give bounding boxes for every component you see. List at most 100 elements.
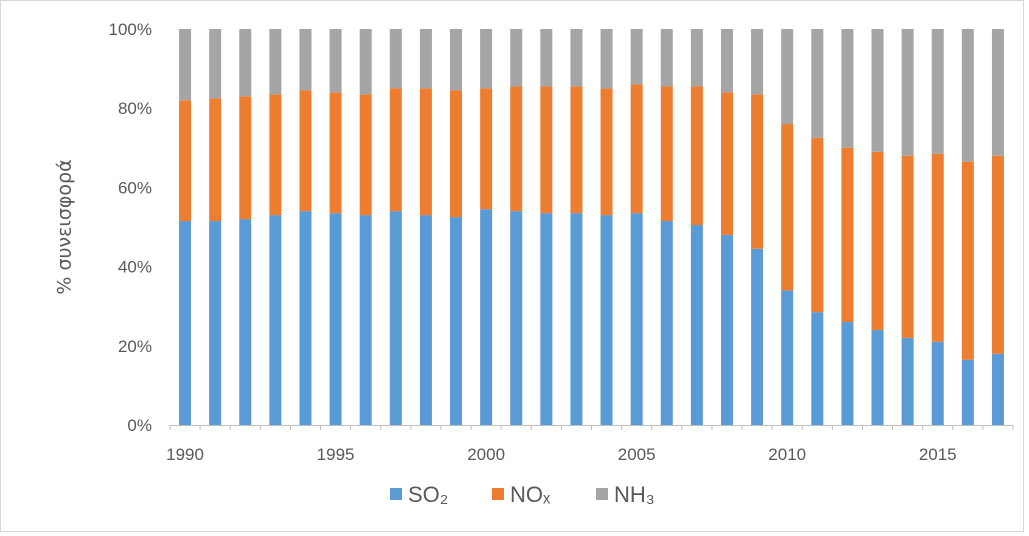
bar-segment-nox-2016	[961, 161, 974, 360]
bar-segment-nh3-2006	[660, 29, 673, 87]
bar-segment-so2-1999	[450, 217, 463, 425]
bar-segment-nh3-1992	[239, 29, 252, 97]
bar-segment-nh3-1999	[450, 29, 463, 91]
bar-segment-nox-2014	[901, 155, 914, 338]
bar-segment-nox-2003	[570, 86, 583, 214]
legend-label-nox: NOₓ	[510, 482, 551, 507]
bar-segment-nh3-1997	[389, 29, 402, 89]
bar-segment-nh3-2005	[630, 29, 643, 85]
bar-segment-nh3-2000	[480, 29, 493, 89]
bar-segment-so2-2011	[811, 312, 824, 425]
bar-segment-nh3-1998	[419, 29, 432, 89]
bar-segment-nox-2006	[660, 86, 673, 222]
bar-segment-nh3-2004	[600, 29, 613, 89]
bar-segment-nox-1996	[359, 94, 372, 216]
bar-segment-so2-2012	[841, 322, 854, 425]
bar-segment-nh3-2015	[931, 29, 944, 154]
bars	[179, 29, 1004, 425]
bar-segment-nox-1998	[419, 88, 432, 216]
bar-segment-so2-2014	[901, 337, 914, 425]
bar-segment-so2-2009	[751, 248, 764, 425]
bar-segment-so2-1991	[209, 221, 222, 425]
x-tick-label: 2000	[467, 445, 505, 464]
bar-segment-so2-2007	[690, 225, 703, 425]
bar-segment-nh3-2002	[540, 29, 553, 87]
bar-segment-so2-1993	[269, 215, 282, 425]
bar-segment-nox-2002	[540, 86, 553, 214]
legend-swatch-so2	[390, 488, 402, 500]
bar-segment-nh3-1995	[329, 29, 342, 93]
y-tick-label: 60%	[118, 178, 152, 197]
bar-segment-nox-2011	[811, 137, 824, 313]
bar-segment-nh3-1990	[179, 29, 192, 101]
bar-segment-nh3-2003	[570, 29, 583, 87]
bar-segment-nh3-1993	[269, 29, 282, 95]
bar-segment-so2-1990	[179, 221, 192, 425]
bar-segment-nox-1993	[269, 94, 282, 216]
bar-segment-so2-2005	[630, 213, 643, 425]
bar-segment-so2-2016	[961, 359, 974, 425]
bar-segment-nox-1997	[389, 88, 402, 212]
bar-segment-nox-1999	[450, 90, 463, 218]
bar-segment-nox-2017	[991, 155, 1004, 354]
bar-segment-nox-2007	[690, 86, 703, 226]
bar-segment-so2-1995	[329, 213, 342, 425]
bar-segment-so2-2002	[540, 213, 553, 425]
y-axis-label-group: % συνεισφορά	[54, 159, 76, 294]
y-tick-label: 0%	[127, 416, 152, 435]
x-tick-label: 1990	[166, 445, 204, 464]
bar-segment-so2-2013	[871, 329, 884, 425]
bar-segment-nox-2015	[931, 153, 944, 342]
bar-segment-so2-2010	[781, 290, 794, 425]
bar-segment-nh3-2001	[510, 29, 523, 87]
bar-segment-nh3-2014	[901, 29, 914, 156]
bar-segment-nh3-2009	[751, 29, 764, 95]
bar-segment-nox-2004	[600, 88, 613, 216]
bar-segment-nh3-2007	[690, 29, 703, 87]
x-tick-label: 2015	[919, 445, 957, 464]
bar-segment-nox-2009	[751, 94, 764, 249]
legend-swatch-nh3	[596, 488, 608, 500]
bar-segment-nh3-1991	[209, 29, 222, 99]
bar-segment-nox-1992	[239, 96, 252, 220]
y-tick-labels: 0% 20% 40% 60% 80% 100%	[109, 20, 152, 435]
bar-segment-so2-2000	[480, 209, 493, 425]
bar-segment-nox-1995	[329, 92, 342, 214]
bar-segment-nh3-2016	[961, 29, 974, 162]
y-tick-label: 80%	[118, 99, 152, 118]
y-axis-label: % συνεισφορά	[54, 159, 76, 294]
bar-segment-nh3-2008	[720, 29, 733, 93]
bar-segment-nox-2001	[510, 86, 523, 212]
bar-segment-nox-2012	[841, 147, 854, 323]
bar-segment-nh3-2013	[871, 29, 884, 152]
x-tick-label: 2010	[768, 445, 806, 464]
bar-segment-nox-1990	[179, 100, 192, 222]
x-tick-label: 2005	[618, 445, 656, 464]
bar-segment-so2-2008	[720, 234, 733, 425]
x-tick-label: 1995	[317, 445, 355, 464]
bar-segment-so2-1994	[299, 211, 312, 425]
bar-segment-so2-1997	[389, 211, 402, 425]
legend: SO₂ NOₓ NH₃	[390, 482, 655, 507]
y-tick-label: 100%	[109, 20, 152, 39]
bar-segment-nox-2013	[871, 151, 884, 330]
y-tick-label: 20%	[118, 337, 152, 356]
bar-segment-so2-2006	[660, 221, 673, 425]
bar-segment-nh3-2010	[781, 29, 794, 125]
bar-segment-so2-1996	[359, 215, 372, 425]
bar-segment-nh3-1994	[299, 29, 312, 91]
bar-segment-so2-2003	[570, 213, 583, 425]
bar-segment-nox-2005	[630, 84, 643, 214]
y-tick-label: 40%	[118, 258, 152, 277]
bar-segment-nox-2000	[480, 88, 493, 210]
bar-segment-nh3-2012	[841, 29, 854, 148]
legend-swatch-nox	[492, 488, 504, 500]
x-axis: 1990 1995 2000 2005 2010 2015	[166, 425, 1014, 464]
legend-label-so2: SO₂	[408, 482, 448, 507]
bar-segment-nox-1991	[209, 98, 222, 222]
bar-segment-nox-2008	[720, 92, 733, 235]
bar-segment-nh3-2017	[991, 29, 1004, 156]
bar-segment-so2-1992	[239, 219, 252, 425]
